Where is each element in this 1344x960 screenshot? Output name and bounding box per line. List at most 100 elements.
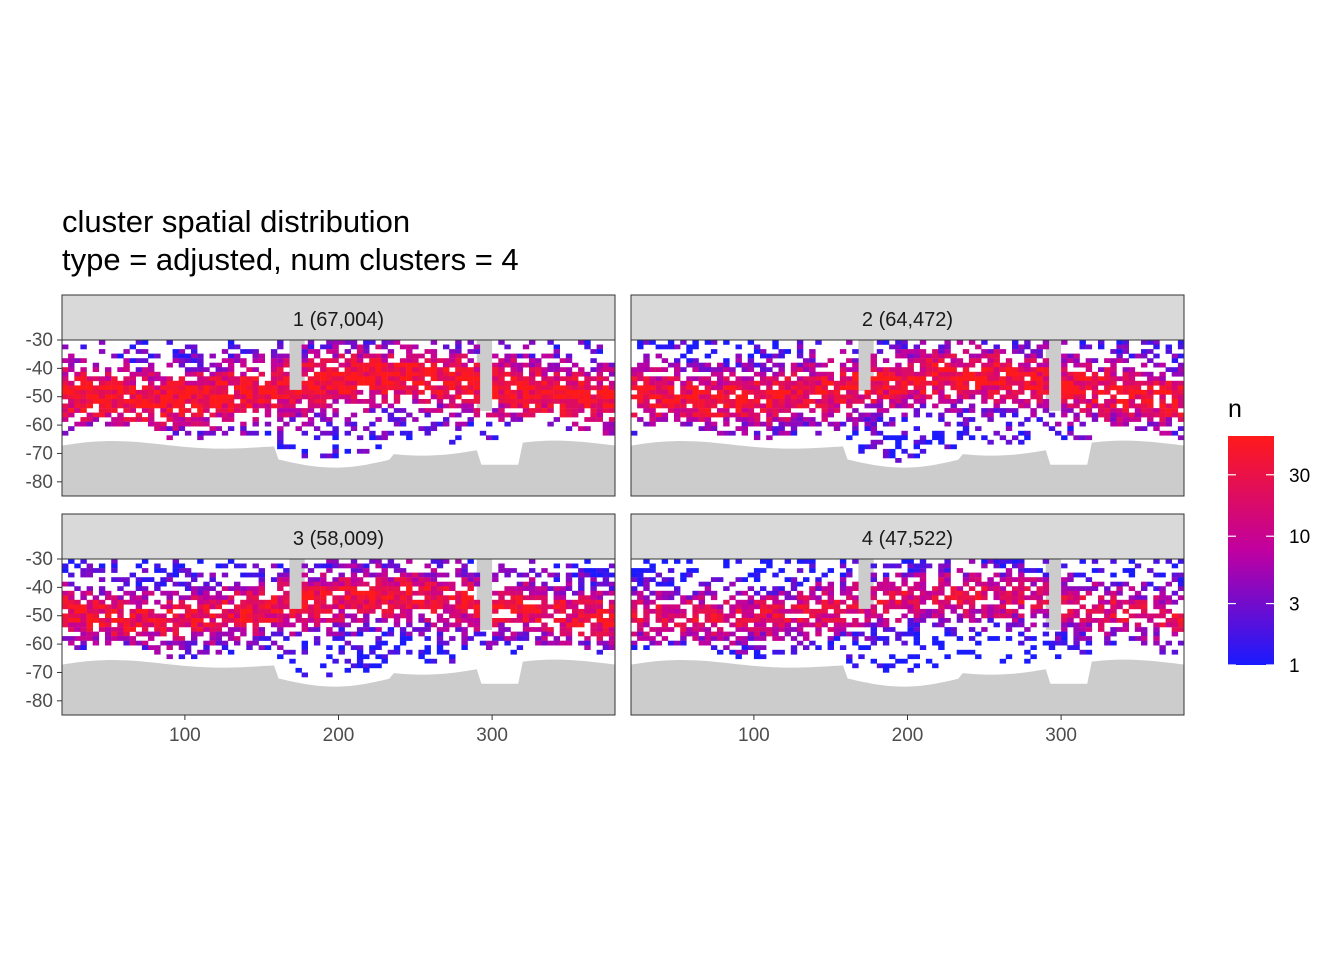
heat-cell	[504, 604, 511, 610]
heat-cell	[424, 622, 431, 628]
heat-cell	[968, 358, 976, 363]
heat-cell	[655, 608, 662, 614]
heat-cell	[608, 417, 616, 422]
heat-cell	[784, 408, 791, 413]
heat-cell	[710, 608, 718, 614]
heat-cell	[387, 608, 395, 614]
heat-cell	[553, 572, 560, 578]
heat-cell	[913, 408, 920, 413]
heat-cell	[1134, 394, 1142, 400]
heat-cell	[1079, 344, 1086, 350]
heat-cell	[559, 412, 567, 418]
heat-cell	[1110, 604, 1117, 610]
heat-cell	[968, 572, 976, 578]
heat-cell	[572, 622, 579, 628]
heat-cell	[735, 358, 742, 363]
heat-cell	[1067, 599, 1074, 605]
heat-cell	[449, 376, 456, 382]
heat-cell	[796, 559, 804, 564]
heat-cell	[344, 590, 351, 596]
heat-cell	[1110, 358, 1117, 363]
heat-cell	[172, 622, 179, 628]
heat-cell	[962, 649, 970, 655]
heat-cell	[784, 631, 791, 637]
heat-cell	[197, 389, 204, 395]
heat-cell	[596, 636, 603, 641]
heat-cell	[135, 340, 143, 345]
heat-cell	[932, 358, 939, 363]
heat-cell	[667, 595, 675, 601]
heat-cell	[264, 394, 272, 400]
heat-cell	[741, 608, 748, 614]
heat-cell	[608, 613, 616, 619]
heat-cell	[141, 408, 149, 413]
heat-cell	[975, 389, 982, 395]
heat-cell	[80, 618, 87, 623]
heat-cell	[473, 581, 481, 587]
heat-cell	[227, 380, 235, 386]
heat-cell	[882, 385, 890, 391]
heat-cell	[412, 599, 419, 605]
heat-cell	[901, 371, 908, 377]
heat-cell	[608, 586, 616, 591]
heat-cell	[1110, 408, 1117, 413]
heat-cell	[993, 349, 1000, 354]
heat-cell	[510, 362, 517, 368]
heat-cell	[227, 408, 235, 413]
heat-cell	[572, 618, 579, 623]
heat-cell	[584, 640, 591, 646]
heat-cell	[846, 403, 853, 409]
heat-cell	[962, 577, 970, 582]
heat-cell	[608, 604, 616, 610]
heat-cell	[455, 568, 462, 573]
heat-cell	[369, 595, 376, 601]
heat-cell	[796, 622, 804, 628]
heat-cell	[381, 658, 388, 664]
heat-cell	[455, 362, 462, 368]
heat-cell	[584, 599, 591, 605]
heat-cell	[852, 408, 859, 413]
heat-cell	[907, 453, 914, 459]
heat-cell	[596, 412, 603, 418]
heat-cell	[956, 430, 964, 436]
heat-cell	[344, 599, 351, 605]
heat-cell	[1177, 403, 1185, 409]
heat-cell	[516, 586, 524, 591]
heat-cell	[1085, 408, 1093, 413]
heat-cell	[766, 394, 773, 400]
heat-cell	[717, 618, 724, 623]
heat-cell	[655, 394, 662, 400]
heat-cell	[62, 408, 69, 413]
heat-cell	[981, 608, 988, 614]
heat-cell	[578, 568, 585, 573]
heat-cell	[1134, 403, 1142, 409]
heat-cell	[1073, 417, 1080, 422]
heat-cell	[944, 581, 951, 587]
heat-cell	[1042, 389, 1050, 395]
heat-cell	[344, 622, 351, 628]
heat-cell	[240, 399, 247, 404]
heat-cell	[901, 412, 908, 418]
heat-cell	[209, 403, 216, 409]
heat-cell	[796, 581, 804, 587]
heat-cell	[1030, 568, 1037, 573]
heat-cell	[649, 568, 656, 573]
heat-cell	[393, 380, 401, 386]
heat-cell	[270, 376, 278, 382]
heat-cell	[117, 389, 124, 395]
heat-cell	[796, 340, 804, 345]
heat-cell	[363, 608, 370, 614]
heat-cell	[602, 408, 610, 413]
heat-cell	[221, 394, 229, 400]
heat-cell	[1110, 627, 1117, 632]
heat-cell	[191, 636, 198, 641]
heat-cell	[1128, 572, 1136, 578]
heat-cell	[925, 590, 933, 596]
heat-cell	[1147, 581, 1154, 587]
heat-cell	[332, 367, 339, 372]
heat-cell	[449, 353, 456, 359]
heat-cell	[98, 627, 106, 632]
heat-cells-4	[631, 559, 1185, 673]
heat-cell	[1171, 353, 1179, 359]
heat-cell	[962, 380, 970, 386]
